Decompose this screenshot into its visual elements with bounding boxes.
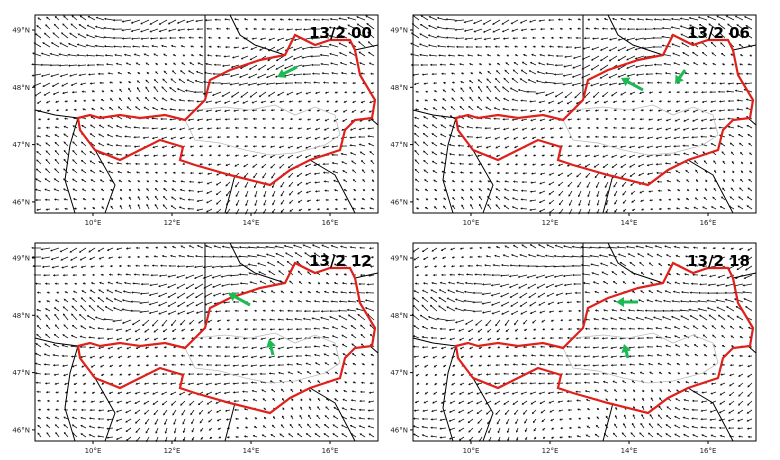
panel-frame [34, 242, 379, 442]
country-border [732, 272, 757, 279]
panel-label: 13/2 06 [687, 24, 750, 42]
country-border [687, 387, 734, 442]
highlight-arrowhead [277, 68, 287, 78]
wind-vectors [411, 244, 753, 442]
lon-tick-label: 12°E [542, 447, 559, 455]
country-border [442, 117, 457, 214]
austria-outline [76, 261, 377, 415]
country-border [309, 159, 356, 214]
lat-tick-label: 47°N [12, 369, 30, 377]
province-border [184, 104, 341, 156]
lon-tick-label: 10°E [463, 219, 480, 227]
lon-tick-label: 14°E [243, 447, 260, 455]
panel-label: 13/2 12 [309, 252, 372, 270]
lat-tick-label: 46°N [12, 198, 30, 206]
lon-tick-label: 16°E [322, 447, 339, 455]
province-border [184, 332, 341, 384]
country-border [34, 109, 79, 119]
country-border [607, 14, 664, 56]
lat-tick-label: 49°N [12, 27, 30, 35]
map-panel: 13/2 12 49°N 48°N 47°N 46°N 10°E 12°E 14°E 16°E [12, 242, 379, 455]
country-border [412, 109, 457, 119]
lat-tick-label: 46°N [12, 426, 30, 434]
lat-tick-label: 46°N [390, 426, 408, 434]
lat-tick-label: 48°N [12, 84, 30, 92]
lon-tick-label: 10°E [463, 447, 480, 455]
lon-tick-label: 10°E [85, 447, 102, 455]
lat-tick-label: 49°N [390, 27, 408, 35]
lat-tick-label: 47°N [12, 141, 30, 149]
lat-tick-label: 48°N [12, 312, 30, 320]
country-border [64, 117, 79, 214]
map-panel: 13/2 18 49°N 48°N 47°N 46°N 10°E 12°E 14°E 16°E [390, 242, 757, 455]
lat-tick-label: 49°N [390, 255, 408, 263]
country-border [309, 387, 356, 442]
country-border [354, 44, 379, 51]
lon-tick-label: 12°E [164, 219, 181, 227]
country-border [687, 159, 734, 214]
country-border [607, 242, 664, 284]
highlight-arrowhead [616, 297, 624, 307]
panel-label: 13/2 00 [309, 24, 372, 42]
country-border [472, 377, 494, 442]
map-panel: 13/2 06 49°N 48°N 47°N 46°N 10°E 12°E 14°E 16°E [390, 14, 757, 227]
province-border [562, 104, 719, 156]
panel-frame [412, 242, 757, 442]
austria-outline [454, 33, 755, 187]
map-panel: 13/2 00 49°N 48°N 47°N 46°N 10°E 12°E 14°E 16°E [12, 14, 379, 227]
lon-tick-label: 14°E [621, 219, 638, 227]
country-border [64, 345, 79, 442]
lon-tick-label: 10°E [85, 219, 102, 227]
country-border [34, 337, 79, 347]
austria-outline [76, 33, 377, 187]
lat-tick-label: 46°N [390, 198, 408, 206]
lon-tick-label: 14°E [243, 219, 260, 227]
country-border [224, 174, 236, 214]
highlight-arrowhead [621, 344, 632, 354]
lon-tick-label: 14°E [621, 447, 638, 455]
country-border [229, 242, 286, 284]
lon-tick-label: 12°E [542, 219, 559, 227]
lon-tick-label: 12°E [164, 447, 181, 455]
country-border [229, 14, 286, 56]
lon-tick-label: 16°E [700, 219, 717, 227]
lat-tick-label: 47°N [390, 369, 408, 377]
country-border [602, 402, 614, 442]
country-border [354, 272, 379, 279]
country-border [472, 149, 494, 214]
highlight-arrowhead [266, 339, 276, 348]
lat-tick-label: 47°N [390, 141, 408, 149]
country-border [412, 337, 457, 347]
lat-tick-label: 48°N [390, 312, 408, 320]
country-border [442, 345, 457, 442]
lon-tick-label: 16°E [322, 219, 339, 227]
austria-outline [454, 261, 755, 415]
lon-tick-label: 16°E [700, 447, 717, 455]
province-border [562, 332, 719, 384]
country-border [94, 377, 116, 442]
country-border [94, 149, 116, 214]
lat-tick-label: 49°N [12, 255, 30, 263]
highlight-arrowhead [675, 74, 684, 84]
country-border [224, 402, 236, 442]
country-border [732, 44, 757, 51]
highlight-arrowhead [228, 292, 238, 302]
panel-label: 13/2 18 [687, 252, 750, 270]
lat-tick-label: 48°N [390, 84, 408, 92]
highlight-arrowhead [621, 77, 631, 87]
country-border [602, 174, 614, 214]
